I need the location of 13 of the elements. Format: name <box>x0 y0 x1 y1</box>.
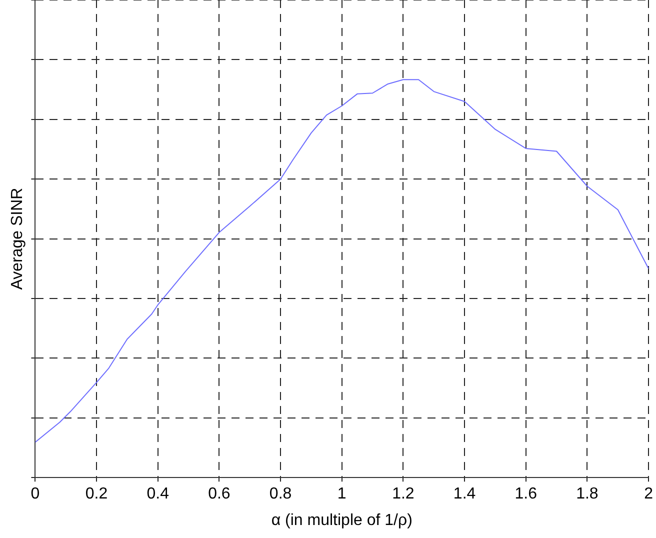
x-axis-title: α (in multiple of 1/ρ) <box>271 512 412 529</box>
x-tick-label: 1.6 <box>514 486 538 503</box>
x-tick-label: 0.6 <box>208 486 230 503</box>
x-tick-label: 0.8 <box>269 486 292 503</box>
x-tick-label: 1 <box>337 486 346 503</box>
x-tick-label: 0 <box>30 486 40 503</box>
x-tick-label: 1.4 <box>453 486 476 503</box>
x-tick-label: 2 <box>644 486 654 503</box>
y-axis-title: Average SINR <box>9 188 26 290</box>
x-tick-label: 0.4 <box>146 486 170 503</box>
x-tick-label: 0.2 <box>85 486 108 503</box>
x-tick-label: 1.2 <box>392 486 414 503</box>
x-tick-label: 1.8 <box>576 486 598 503</box>
